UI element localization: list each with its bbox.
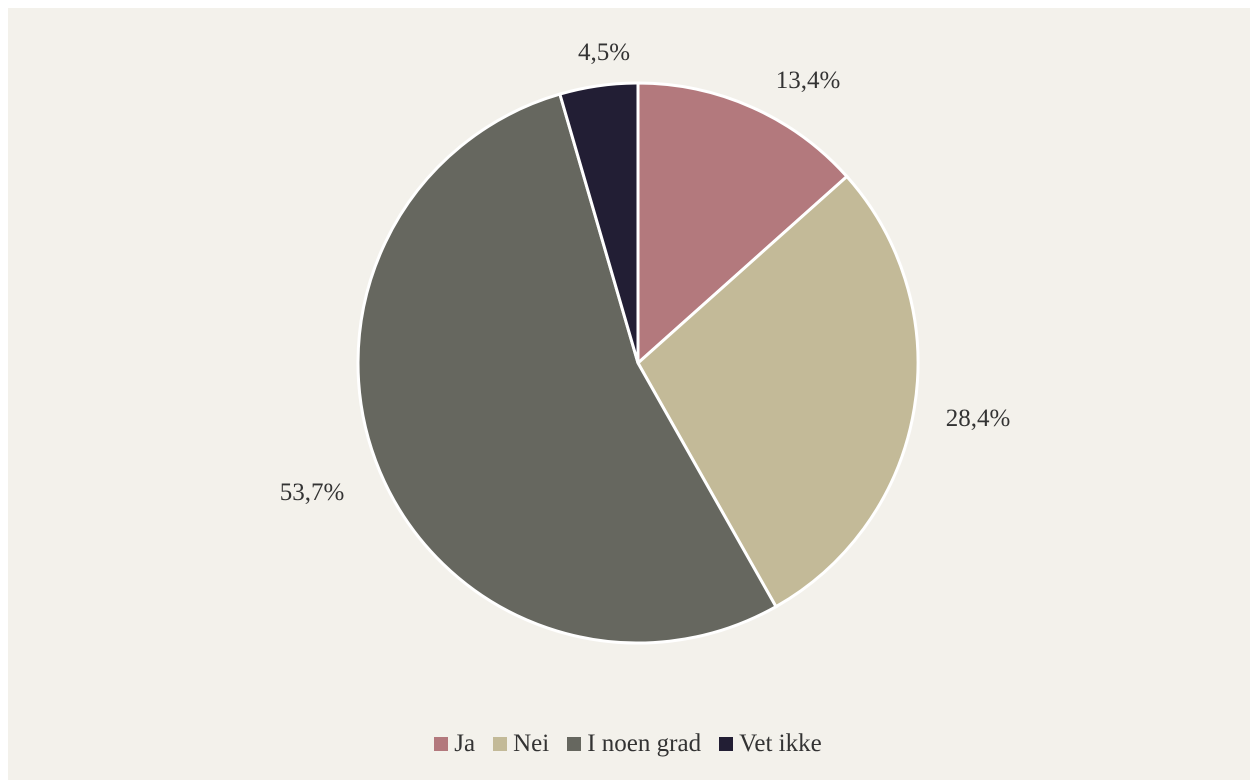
legend-swatch: [493, 737, 508, 751]
legend-label: I noen grad: [587, 730, 702, 757]
legend-swatch: [434, 737, 449, 751]
legend-swatch: [567, 737, 582, 751]
legend-swatch: [719, 737, 734, 751]
legend-item-i-noen-grad: I noen grad: [567, 730, 701, 758]
pie-slice-nei: [636, 174, 920, 609]
pie-slice-i-noen-grad: [356, 92, 779, 645]
pie-slice-ja: [636, 81, 849, 367]
pie-slice-vet-ikke: [558, 81, 640, 364]
legend-label: Ja: [454, 730, 476, 757]
data-label-ja: 13,4%: [776, 67, 841, 94]
legend-label: Nei: [513, 730, 550, 757]
data-label-nei: 28,4%: [946, 405, 1011, 432]
legend-item-vet-ikke: Vet ikke: [719, 730, 822, 758]
legend: Ja Nei I noen grad Vet ikke: [0, 730, 1256, 758]
data-label-i-noen-grad: 53,7%: [280, 479, 345, 506]
legend-item-ja: Ja: [434, 730, 475, 758]
data-label-vet-ikke: 4,5%: [578, 39, 630, 66]
legend-label: Vet ikke: [739, 730, 822, 757]
legend-item-nei: Nei: [493, 730, 549, 758]
